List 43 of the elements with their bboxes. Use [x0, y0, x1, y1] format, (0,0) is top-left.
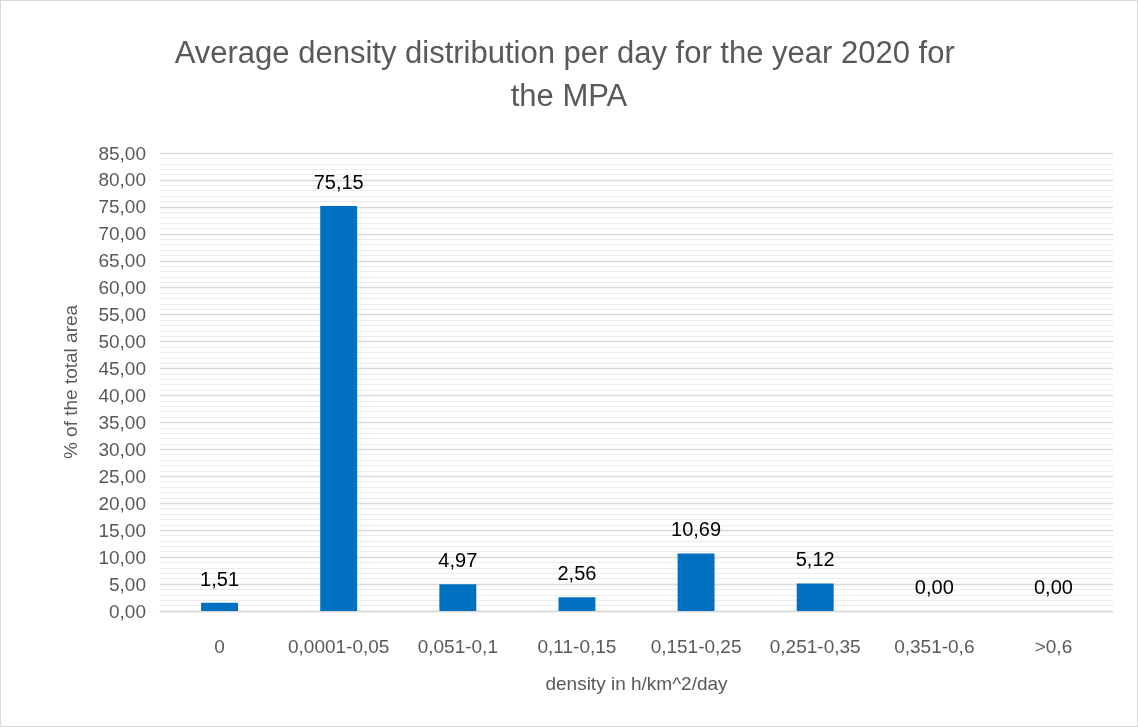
bar [677, 553, 715, 611]
x-tick-label: 0,051-0,1 [417, 636, 498, 657]
chart-title: Average density distribution per day for the year 2020 for the MPA [174, 35, 964, 113]
data-label: 5,12 [795, 548, 835, 571]
data-label: 0,00 [1033, 576, 1073, 598]
x-tick-label: 0,251-0,35 [769, 636, 861, 657]
data-label: 2,56 [557, 562, 597, 585]
x-axis-title: density in h/km^2/day [545, 673, 729, 694]
y-tick-label: 20,00 [98, 492, 146, 514]
y-tick-label: 25,00 [98, 465, 146, 487]
bar [796, 583, 834, 611]
y-tick-label: 60,00 [98, 277, 146, 299]
y-tick-label: 5,00 [109, 573, 146, 595]
y-tick-label: 35,00 [98, 411, 146, 433]
x-tick-label: 0,351-0,6 [894, 636, 975, 657]
y-tick-label: 15,00 [98, 519, 146, 541]
data-label: 4,97 [438, 549, 478, 572]
y-tick-label: 30,00 [98, 438, 146, 460]
x-tick-label: 0 [214, 636, 225, 657]
x-tick-label: 0,0001-0,05 [287, 636, 390, 657]
y-tick-label: 10,00 [98, 546, 146, 568]
data-label: 10,69 [671, 518, 722, 541]
bar [320, 206, 358, 611]
y-tick-label: 0,00 [109, 600, 146, 622]
y-tick-label: 45,00 [98, 358, 146, 380]
x-tick-label: 0,11-0,15 [537, 636, 617, 657]
y-tick-label: 50,00 [98, 331, 146, 353]
y-tick-label: 75,00 [98, 196, 146, 218]
y-tick-label: 65,00 [98, 250, 146, 272]
y-axis-title: % of the total area [60, 304, 81, 460]
x-tick-label: 0,151-0,25 [650, 636, 742, 657]
y-tick-label: 55,00 [98, 304, 146, 326]
bar [439, 584, 477, 611]
data-label: 1,51 [200, 567, 240, 590]
bar [201, 602, 239, 611]
y-tick-label: 40,00 [98, 384, 146, 406]
data-label: 75,15 [313, 171, 364, 194]
data-label: 0,00 [914, 576, 954, 598]
y-tick-label: 85,00 [98, 142, 146, 164]
y-tick-label: 70,00 [98, 223, 146, 245]
bar [558, 597, 596, 611]
y-tick-label: 80,00 [98, 169, 146, 191]
x-tick-label: >0,6 [1034, 636, 1073, 657]
